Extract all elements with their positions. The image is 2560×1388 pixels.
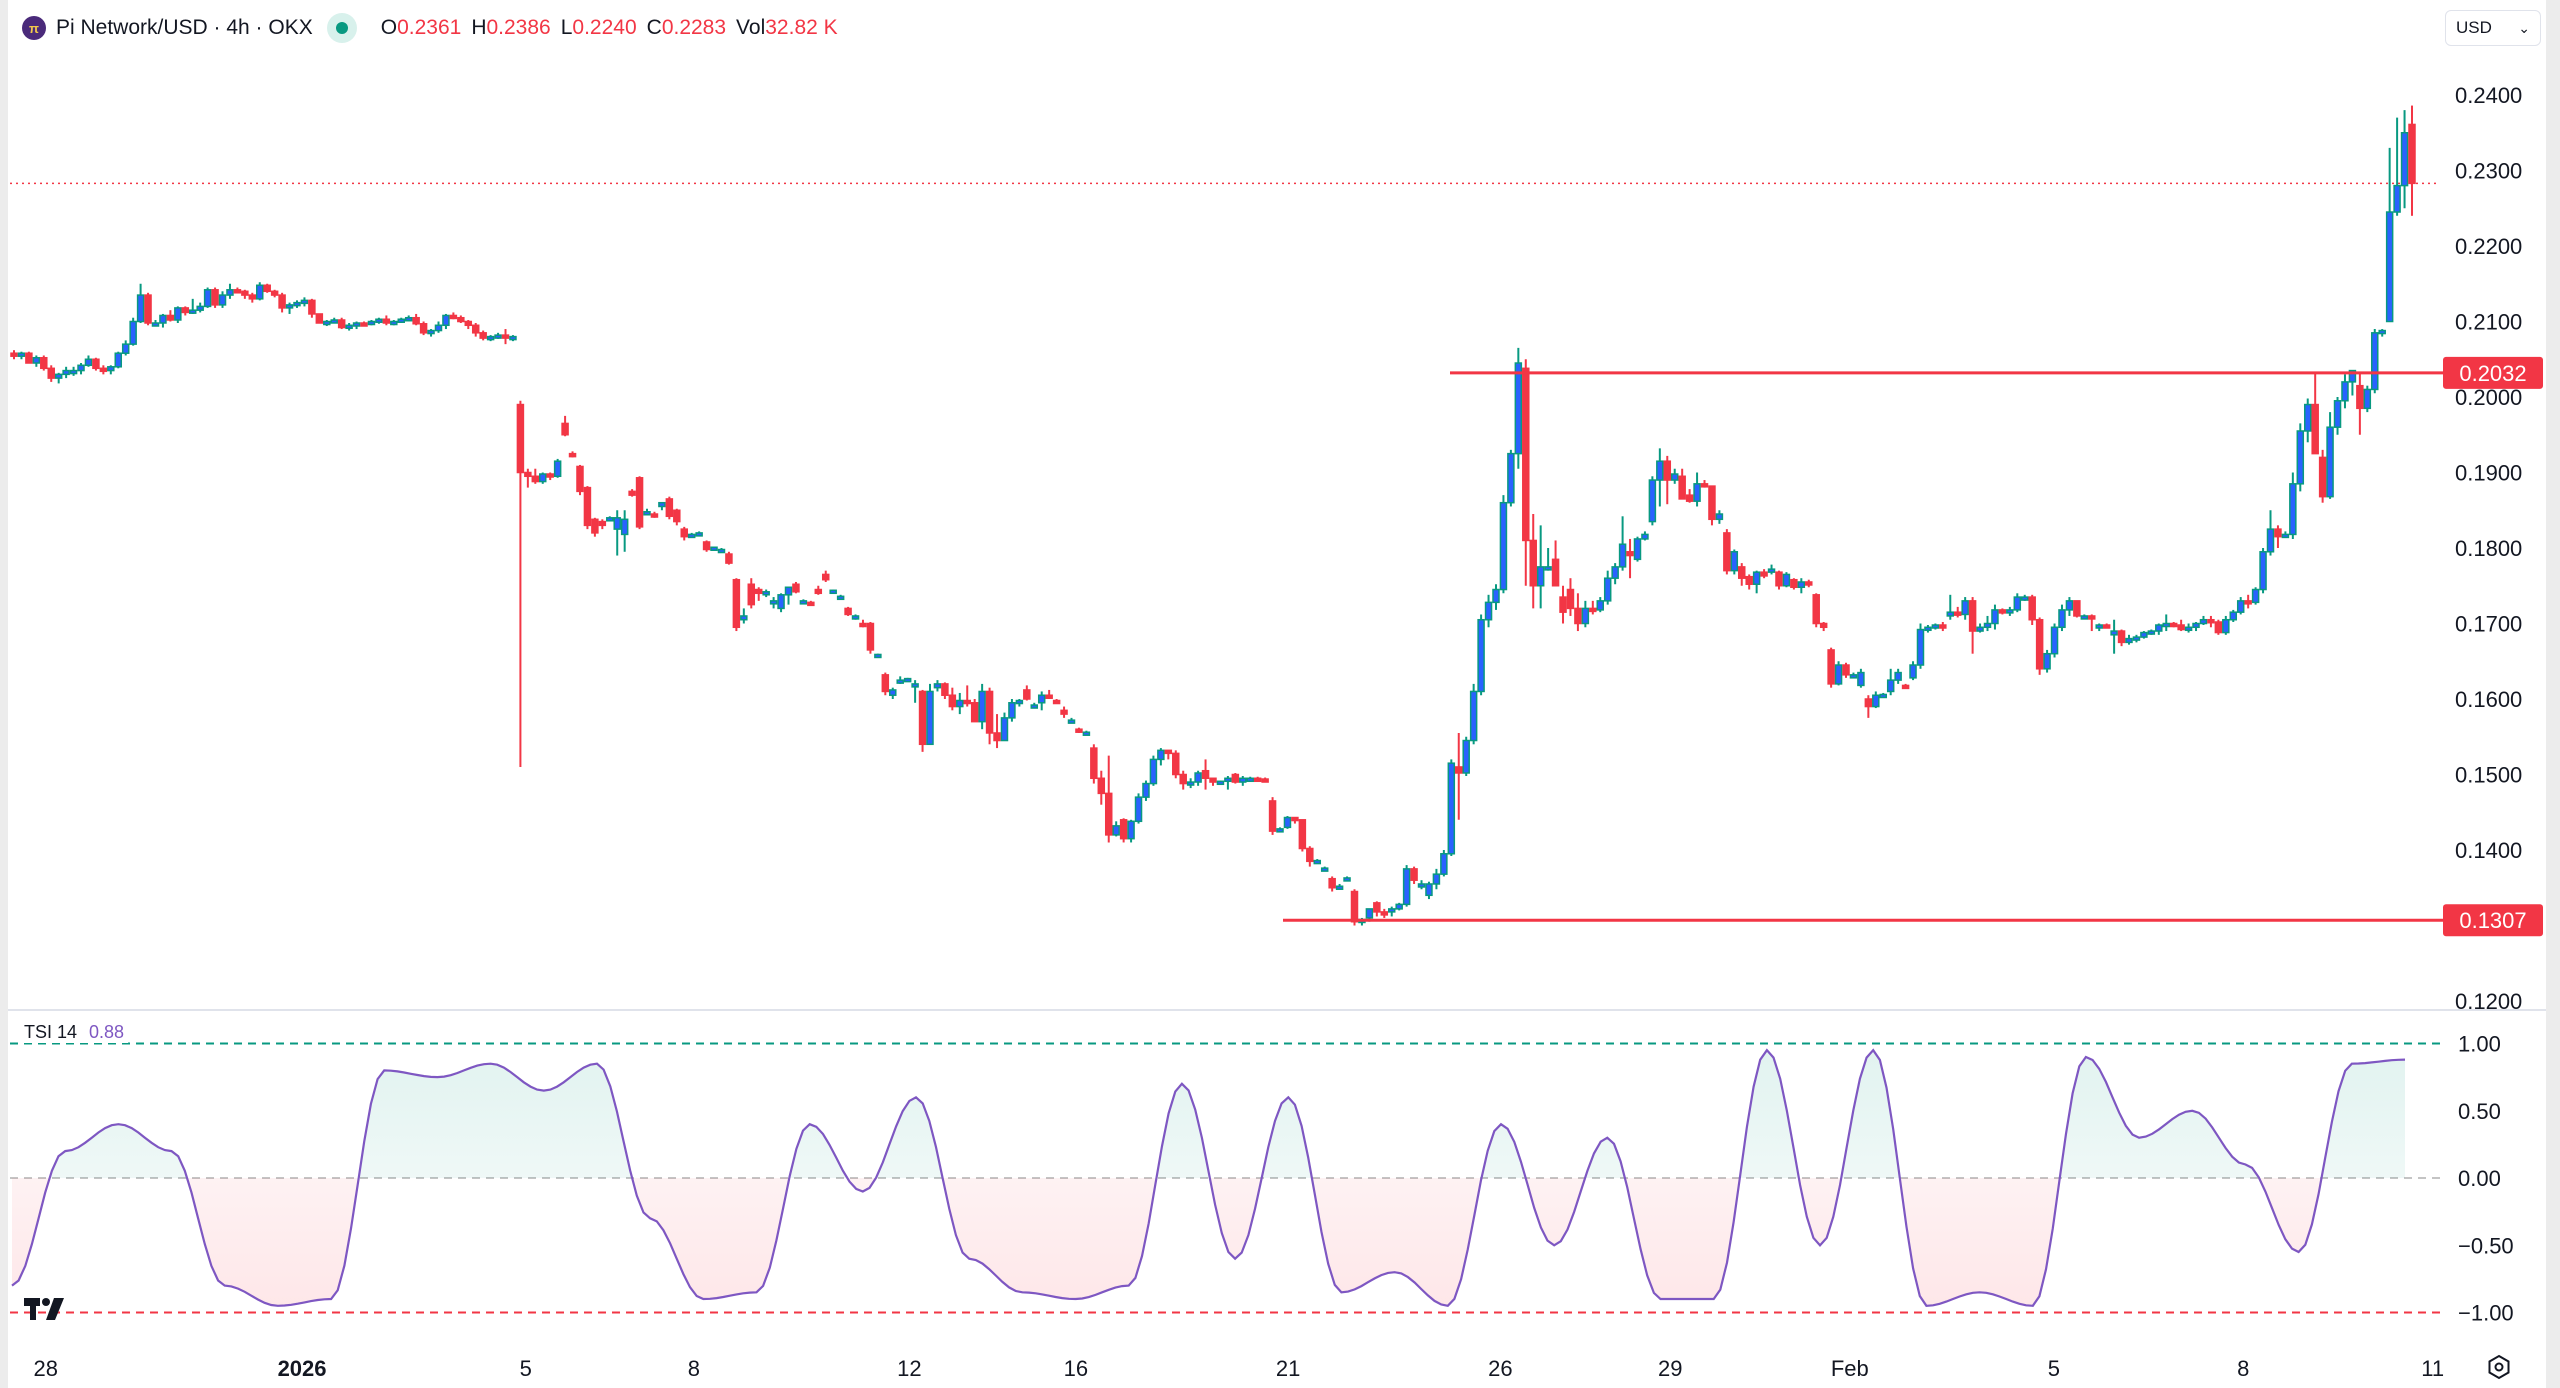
time-tick: 16 [1064, 1356, 1088, 1381]
tsi-line [11, 1048, 2406, 1307]
market-status-icon[interactable] [326, 13, 357, 43]
time-tick: 8 [688, 1356, 700, 1381]
time-tick: 12 [897, 1356, 921, 1381]
price-tick: 0.1800 [2455, 536, 2522, 561]
close-value: 0.2283 [661, 16, 727, 39]
time-tick: 29 [1658, 1356, 1682, 1381]
open-value: 0.2361 [397, 16, 462, 39]
time-tick: 5 [2048, 1356, 2060, 1381]
volume-label: Vol [736, 16, 766, 39]
pi-network-logo-icon: π [22, 16, 46, 40]
tsi-value: 0.88 [89, 1022, 125, 1042]
time-tick: 2026 [278, 1356, 327, 1381]
tsi-tick: −1.00 [2458, 1301, 2514, 1326]
open-label: O [380, 16, 398, 39]
volume-value: 32.82 K [765, 16, 838, 39]
tsi-negative-fill [12, 1178, 2405, 1306]
time-tick: 28 [33, 1356, 57, 1381]
symbol-title[interactable]: Pi Network/USD · 4h · OKX [56, 16, 313, 39]
svg-text:0.1307: 0.1307 [2459, 908, 2526, 933]
support-price-label: 0.1307 [2443, 904, 2543, 937]
tsi-tick: 0.50 [2458, 1099, 2501, 1124]
settings-gear-icon[interactable] [2484, 1352, 2514, 1382]
tsi-tick: 1.00 [2458, 1032, 2501, 1057]
currency-select[interactable]: USD ⌄ [2445, 10, 2541, 46]
price-tick: 0.1600 [2455, 687, 2522, 712]
currency-value: USD [2456, 18, 2492, 37]
price-tick: 0.2000 [2455, 385, 2522, 410]
time-tick: 21 [1276, 1356, 1300, 1381]
price-tick: 0.2400 [2455, 83, 2522, 108]
tsi-tick: −0.50 [2458, 1233, 2514, 1258]
tradingview-logo-icon[interactable] [24, 1298, 68, 1320]
time-tick: 8 [2237, 1356, 2249, 1381]
market-open-dot [335, 22, 348, 34]
candles [10, 105, 2416, 926]
tsi-legend: TSI 14 0.88 [20, 1022, 129, 1043]
price-tick: 0.1500 [2455, 763, 2522, 788]
tsi-tick: 0.00 [2458, 1166, 2501, 1191]
price-tick: 0.1900 [2455, 461, 2522, 486]
symbol-legend: π Pi Network/USD · 4h · OKX O 0.2361 H 0.2… [22, 12, 838, 44]
close-label: C [646, 16, 662, 39]
price-tick: 0.1200 [2455, 989, 2522, 1014]
tsi-positive-fill [12, 1050, 2405, 1178]
price-tick: 0.2300 [2455, 159, 2522, 184]
tsi-label[interactable]: TSI 14 [24, 1022, 78, 1042]
time-tick: Feb [1831, 1356, 1869, 1381]
price-tick: 0.2200 [2455, 234, 2522, 259]
high-label: H [471, 16, 487, 39]
price-tick: 0.1700 [2455, 612, 2522, 637]
low-value: 0.2240 [572, 16, 637, 39]
time-tick: 5 [520, 1356, 532, 1381]
low-label: L [560, 16, 573, 39]
chevron-down-icon: ⌄ [2518, 19, 2530, 36]
price-tick: 0.2100 [2455, 310, 2522, 335]
time-tick: 11 [2421, 1356, 2444, 1381]
svg-text:0.2032: 0.2032 [2459, 361, 2526, 386]
time-tick: 26 [1488, 1356, 1512, 1381]
high-value: 0.2386 [486, 16, 551, 39]
resistance-price-label: 0.2032 [2443, 356, 2543, 389]
price-tick: 0.1400 [2455, 838, 2522, 863]
